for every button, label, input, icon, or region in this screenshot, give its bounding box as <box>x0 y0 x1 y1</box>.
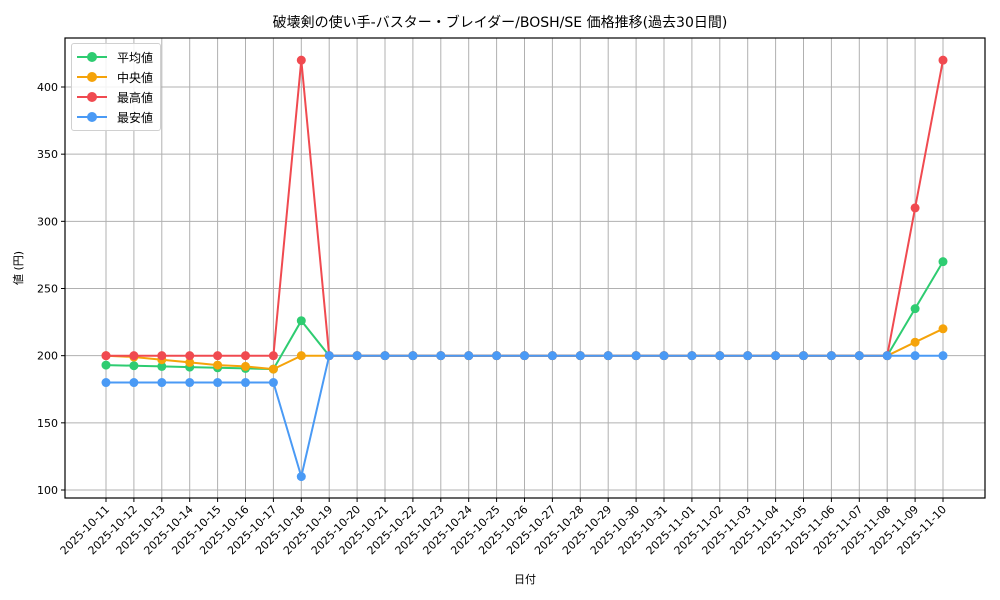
legend-label: 最安値 <box>117 110 154 125</box>
y-tick-label: 400 <box>37 81 58 94</box>
y-tick-label: 250 <box>37 283 58 296</box>
data-point <box>380 351 390 361</box>
data-point <box>575 351 585 361</box>
data-point <box>464 351 474 361</box>
data-point <box>352 351 362 361</box>
data-point <box>938 257 948 267</box>
data-point <box>101 360 111 370</box>
y-tick-label: 200 <box>37 350 58 363</box>
chart-title: 破壊剣の使い手-バスター・ブレイダー/BOSH/SE 価格推移(過去30日間) <box>272 15 728 31</box>
legend: 平均値中央値最高値最安値 <box>71 43 161 131</box>
data-point <box>938 351 948 361</box>
data-point <box>129 378 139 388</box>
data-point <box>938 324 948 334</box>
y-tick-label: 150 <box>37 417 58 430</box>
data-point <box>157 351 167 361</box>
legend-marker-icon <box>77 52 107 62</box>
legend-label: 最高値 <box>117 90 154 105</box>
data-point <box>296 472 306 482</box>
data-point <box>268 351 278 361</box>
data-point <box>129 351 139 361</box>
data-point <box>129 361 139 371</box>
x-axis: 2025-10-112025-10-122025-10-132025-10-14… <box>58 498 949 557</box>
data-point <box>101 378 111 388</box>
data-point <box>241 361 250 371</box>
legend-item: 平均値 <box>72 47 160 67</box>
data-point <box>213 378 223 388</box>
data-point <box>324 351 334 361</box>
y-tick-label: 100 <box>37 484 58 497</box>
data-point <box>296 55 306 65</box>
data-point <box>185 378 195 388</box>
legend-item: 中央値 <box>72 67 160 87</box>
data-point <box>185 351 195 361</box>
data-point <box>799 351 808 361</box>
data-point <box>157 378 167 388</box>
legend-marker-icon <box>77 112 107 122</box>
data-point <box>910 203 920 213</box>
data-point <box>520 351 529 361</box>
data-point <box>631 351 641 361</box>
data-point <box>771 351 781 361</box>
data-point <box>603 351 613 361</box>
data-point <box>268 364 278 374</box>
data-point <box>213 351 223 361</box>
data-point <box>938 55 948 65</box>
legend-label: 平均値 <box>117 50 154 65</box>
x-axis-label: 日付 <box>514 573 536 586</box>
data-point <box>296 351 306 361</box>
data-point <box>910 304 920 314</box>
legend-marker-icon <box>77 72 107 82</box>
data-point <box>687 351 697 361</box>
data-point <box>659 351 669 361</box>
data-point <box>268 378 278 388</box>
y-tick-label: 350 <box>37 148 58 161</box>
series-4 <box>101 351 948 482</box>
data-point <box>296 316 306 326</box>
data-point <box>910 351 920 361</box>
data-point <box>715 351 725 361</box>
data-point <box>241 378 250 388</box>
legend-label: 中央値 <box>117 70 154 85</box>
data-point <box>408 351 418 361</box>
data-point <box>826 351 836 361</box>
legend-item: 最安値 <box>72 107 160 127</box>
y-axis: 100 150 200 250 300 350 400 <box>37 81 65 497</box>
data-point <box>547 351 557 361</box>
data-point <box>882 351 892 361</box>
y-tick-label: 300 <box>37 215 58 228</box>
data-point <box>436 351 446 361</box>
legend-marker-icon <box>77 92 107 102</box>
y-axis-label: 値 (円) <box>12 251 25 285</box>
data-point <box>241 351 250 361</box>
gridlines <box>65 38 985 498</box>
data-point <box>854 351 864 361</box>
data-point <box>101 351 111 361</box>
data-point <box>743 351 753 361</box>
data-point <box>157 361 167 371</box>
legend-item: 最高値 <box>72 87 160 107</box>
data-point <box>185 357 195 367</box>
data-point <box>213 360 223 370</box>
data-point <box>910 337 920 347</box>
data-point <box>492 351 502 361</box>
